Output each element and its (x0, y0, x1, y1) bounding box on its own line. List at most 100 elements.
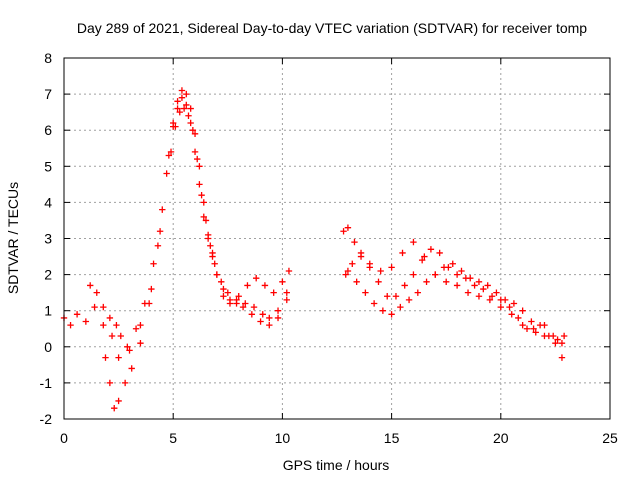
data-point (530, 325, 537, 332)
y-tick-label: 6 (44, 122, 52, 138)
data-point (191, 148, 199, 156)
data-point (351, 238, 358, 246)
data-point (91, 303, 98, 311)
y-axis-label: SDTVAR / TECUs (5, 182, 21, 294)
data-point (220, 293, 227, 300)
x-tick-label: 20 (493, 430, 509, 446)
data-point (93, 289, 100, 296)
data-point (244, 282, 251, 289)
data-point (545, 332, 553, 340)
data-point (528, 318, 535, 325)
data-point (484, 282, 491, 289)
data-point (558, 354, 566, 361)
data-point (399, 249, 406, 257)
data-point (488, 293, 496, 300)
data-point (159, 206, 166, 213)
data-point (432, 271, 439, 278)
data-point (421, 253, 428, 260)
data-point (207, 242, 214, 249)
data-point (102, 354, 109, 361)
data-point (480, 285, 487, 293)
data-point (536, 321, 544, 329)
data-point (170, 123, 177, 130)
data-point (414, 289, 422, 296)
data-point (180, 105, 188, 112)
y-tick-label: -2 (40, 411, 53, 427)
data-point (388, 264, 395, 271)
data-point (519, 321, 526, 329)
data-point (178, 87, 186, 94)
data-point (196, 163, 203, 170)
data-point (124, 343, 131, 350)
data-point (259, 311, 266, 318)
data-point (392, 293, 400, 300)
data-point (344, 224, 352, 231)
y-tick-label: 7 (44, 86, 52, 102)
data-point (239, 303, 247, 311)
data-point (449, 260, 456, 267)
data-point (154, 242, 162, 249)
series-track-5 (342, 246, 566, 347)
data-point (283, 296, 290, 304)
tick-layer: 0 5 10 15 20 25 -2 -1 0 1 2 3 4 5 6 7 8 (40, 50, 618, 446)
data-point (233, 300, 240, 307)
data-point (340, 228, 347, 235)
data-point (467, 275, 474, 282)
data-point (150, 260, 157, 267)
series-track-3 (102, 87, 290, 412)
data-point (115, 397, 122, 405)
data-point (270, 289, 277, 296)
data-point (436, 249, 443, 257)
data-point (132, 325, 140, 332)
data-point (209, 253, 216, 260)
data-point (252, 275, 260, 282)
data-point (250, 303, 258, 311)
data-point (224, 289, 231, 296)
data-point (106, 379, 114, 387)
data-point (108, 332, 116, 340)
data-point (349, 260, 356, 267)
data-point (418, 256, 426, 264)
data-point (113, 321, 120, 329)
data-point (453, 271, 461, 278)
data-point (176, 108, 183, 116)
data-point (388, 311, 395, 318)
data-marks (60, 87, 568, 412)
data-point (148, 285, 155, 293)
data-point (443, 278, 450, 286)
data-point (174, 98, 181, 105)
data-point (344, 267, 352, 275)
data-point (353, 278, 360, 286)
x-tick-label: 0 (60, 430, 68, 446)
y-tick-label: 8 (44, 50, 52, 66)
data-point (440, 264, 448, 271)
data-point (410, 271, 417, 278)
data-point (266, 321, 273, 329)
data-point (67, 321, 74, 329)
data-point (163, 170, 170, 177)
data-point (427, 246, 435, 253)
data-point (401, 282, 408, 289)
data-point (366, 264, 373, 271)
y-tick-label: 3 (44, 231, 52, 247)
data-point (248, 311, 256, 318)
data-point (475, 278, 483, 286)
data-point (552, 339, 559, 347)
data-point (405, 296, 413, 304)
x-axis-label: GPS time / hours (283, 457, 390, 473)
data-point (202, 217, 210, 224)
data-point (211, 260, 218, 267)
data-point (510, 300, 518, 307)
data-point (226, 296, 234, 304)
series-track-2 (87, 105, 290, 350)
data-point (279, 278, 286, 286)
data-point (558, 339, 566, 347)
data-point (423, 278, 430, 286)
data-point (115, 354, 122, 361)
data-point (218, 278, 225, 286)
data-point (508, 311, 515, 318)
data-point (493, 289, 500, 296)
data-point (187, 119, 194, 127)
grid-layer (64, 58, 610, 419)
data-point (198, 191, 205, 199)
